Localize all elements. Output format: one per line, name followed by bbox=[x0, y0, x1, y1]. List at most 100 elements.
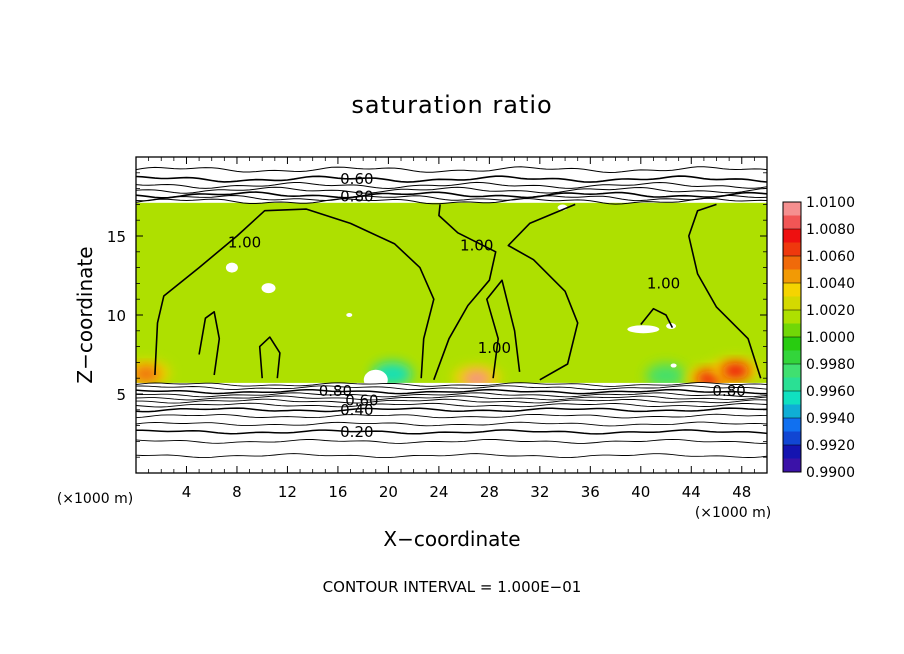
colorbar-label: 1.0040 bbox=[806, 276, 855, 292]
contour-lower bbox=[136, 453, 767, 459]
colorbar-label: 1.0080 bbox=[806, 222, 855, 238]
x-tick-label: 4 bbox=[182, 483, 192, 501]
contour-lower bbox=[136, 429, 767, 435]
contour-1-00 bbox=[640, 307, 674, 328]
colorbar-label: 1.0100 bbox=[806, 195, 855, 211]
colorbar-swatch bbox=[783, 418, 801, 445]
contour-upper bbox=[136, 194, 767, 202]
contour-lower bbox=[136, 385, 767, 391]
contour-upper bbox=[136, 191, 767, 199]
colorbar-label: 1.0020 bbox=[806, 303, 855, 319]
contour-lower bbox=[136, 382, 767, 387]
colorbar-swatch bbox=[783, 283, 801, 310]
contour-label: 0.80 bbox=[319, 382, 352, 400]
x-tick-label: 48 bbox=[732, 483, 751, 501]
x-tick-label: 36 bbox=[581, 483, 600, 501]
contour-lower bbox=[136, 407, 767, 413]
colorbar-blend bbox=[783, 404, 801, 418]
contour-lower bbox=[136, 398, 767, 404]
contour-label: 0.80 bbox=[340, 188, 373, 206]
colorbar-label: 0.9940 bbox=[806, 411, 855, 427]
contour-interval-note: CONTOUR INTERVAL = 1.000E−01 bbox=[323, 578, 582, 596]
field-high-spot bbox=[462, 370, 491, 387]
y-axis-label: Z−coordinate bbox=[73, 246, 97, 383]
colorbar-swatch bbox=[783, 445, 801, 472]
colorbar-swatch bbox=[783, 202, 801, 229]
x-axis-ticks: 4 8 12 16 20 24 28 32 36 40 44 48 bbox=[148, 157, 755, 501]
colorbar-blend bbox=[783, 269, 801, 283]
contour-1-00 bbox=[154, 208, 435, 379]
contour-lower bbox=[136, 438, 767, 444]
contour-label: 1.00 bbox=[460, 236, 493, 254]
contour-labels: 0.600.801.00 1.001.001.000.800.600.400.20… bbox=[228, 170, 746, 441]
contour-label: 0.60 bbox=[340, 170, 373, 188]
colorbar-blend bbox=[783, 350, 801, 364]
x-unit-label: (×1000 m) bbox=[695, 505, 771, 521]
colorbar-label: 0.9960 bbox=[806, 384, 855, 400]
colorbar-swatch bbox=[783, 256, 801, 283]
colorbar-label: 0.9920 bbox=[806, 438, 855, 454]
field-white-patch bbox=[627, 325, 660, 334]
field-white-patch bbox=[225, 262, 238, 273]
x-axis-label: X−coordinate bbox=[383, 527, 520, 551]
field-background bbox=[136, 202, 767, 383]
colorbar-swatch bbox=[783, 310, 801, 337]
chart-title: saturation ratio bbox=[351, 91, 552, 119]
colorbar-blend bbox=[783, 377, 801, 391]
colorbar-blend bbox=[783, 431, 801, 445]
colorbar-label: 0.9980 bbox=[806, 357, 855, 373]
contour-lower bbox=[136, 392, 767, 398]
contour-lower bbox=[136, 402, 767, 408]
colorbar-swatch bbox=[783, 229, 801, 256]
colorbar-blend bbox=[783, 215, 801, 229]
x-tick-label: 40 bbox=[631, 483, 650, 501]
y-tick-label: 15 bbox=[107, 228, 126, 246]
contour-label: 0.20 bbox=[340, 423, 373, 441]
colorbar-blend bbox=[783, 296, 801, 310]
contour-lines bbox=[136, 166, 767, 459]
colorbar-blend bbox=[783, 458, 801, 472]
x-left-unit-label: (×1000 m) bbox=[57, 491, 133, 507]
contour-label: 1.00 bbox=[228, 233, 261, 251]
contour-upper bbox=[136, 181, 767, 190]
colorbar-label: 1.0060 bbox=[806, 249, 855, 265]
contour-lower bbox=[136, 421, 767, 427]
field-white-patch bbox=[261, 283, 276, 294]
x-tick-label: 32 bbox=[530, 483, 549, 501]
contour-1-00 bbox=[507, 203, 579, 381]
x-tick-label: 44 bbox=[682, 483, 701, 501]
contour-upper bbox=[136, 186, 767, 194]
colorbar-label: 1.0000 bbox=[806, 330, 855, 346]
contour-lower bbox=[136, 388, 767, 395]
x-tick-label: 16 bbox=[328, 483, 347, 501]
contour-label: 0.60 bbox=[345, 391, 378, 409]
colorbar-label: 0.9900 bbox=[806, 465, 855, 481]
contour-1-00 bbox=[688, 203, 762, 379]
y-axis-ticks: 5 10 15 bbox=[107, 172, 767, 458]
colorbar: 1.0100 1.0080 1.0060 1.0040 1.0020 1.0000 0.99… bbox=[782, 195, 855, 481]
x-tick-label: 12 bbox=[278, 483, 297, 501]
field-high-spot bbox=[721, 362, 750, 379]
field-white-patch bbox=[346, 313, 353, 317]
contour-upper bbox=[136, 166, 767, 174]
field-low-spot bbox=[646, 363, 687, 388]
colorbar-swatch bbox=[783, 364, 801, 391]
contour-lower bbox=[136, 413, 767, 419]
x-tick-label: 24 bbox=[429, 483, 448, 501]
y-tick-label: 10 bbox=[107, 307, 126, 325]
colorbar-blend bbox=[783, 323, 801, 337]
x-tick-label: 8 bbox=[232, 483, 242, 501]
contour-label: 0.80 bbox=[712, 382, 745, 400]
field-high-spot bbox=[136, 366, 161, 383]
contour-upper bbox=[136, 197, 767, 205]
colorbar-blend bbox=[783, 242, 801, 256]
contour-1-00 bbox=[433, 204, 497, 381]
contour-1-00 bbox=[198, 311, 221, 376]
y-tick-label: 5 bbox=[116, 386, 126, 404]
colorbar-swatch bbox=[783, 391, 801, 418]
contour-label: 1.00 bbox=[647, 274, 680, 292]
contour-1-00 bbox=[486, 279, 521, 379]
colorbar-swatch bbox=[783, 337, 801, 364]
contour-label: 0.40 bbox=[340, 401, 373, 419]
